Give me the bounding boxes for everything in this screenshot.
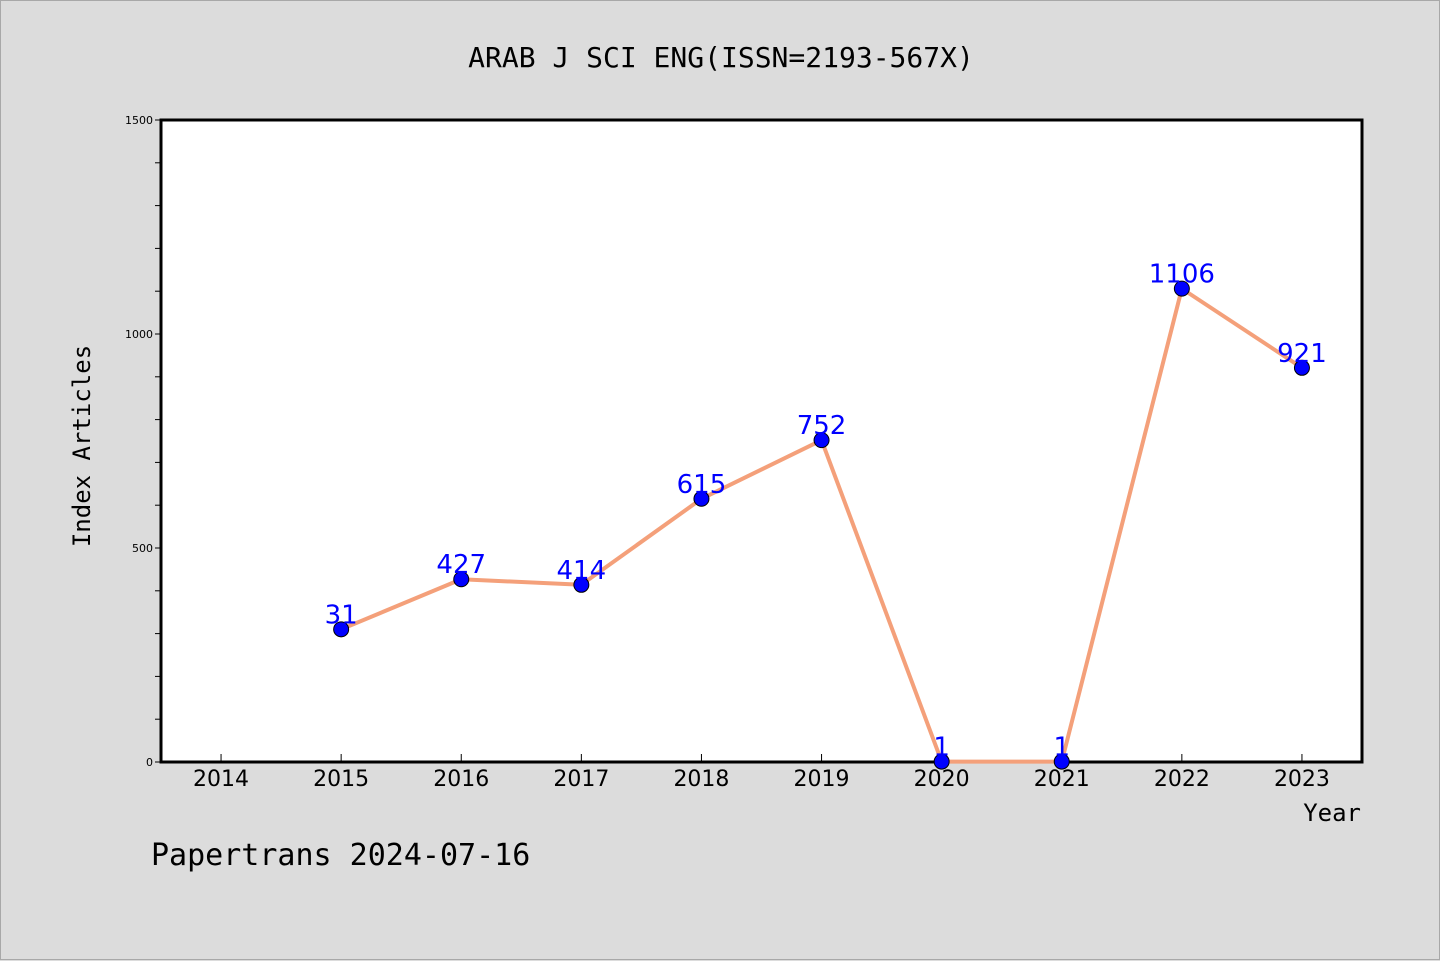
data-label: 414: [557, 556, 607, 586]
data-label: 752: [797, 411, 847, 441]
x-tick-label: 2015: [313, 767, 369, 792]
data-label: 1: [1053, 733, 1070, 763]
data-point: [453, 571, 470, 588]
data-labels: 31 427 414 615 752 1 1 1106 921: [325, 260, 1327, 763]
data-label: 615: [677, 470, 727, 500]
data-point: [813, 432, 830, 449]
x-tick-label: 2016: [433, 767, 489, 792]
data-point: [333, 621, 350, 638]
y-tick-label: 1500: [125, 114, 153, 127]
y-tick-label: 1000: [125, 328, 153, 341]
x-tick-label: 2021: [1034, 767, 1090, 792]
x-tick-label: 2023: [1274, 767, 1330, 792]
data-label: 921: [1277, 339, 1327, 369]
chart-title: ARAB J SCI ENG(ISSN=2193-567X): [468, 41, 974, 74]
data-point: [933, 753, 950, 770]
x-axis-title: Year: [1303, 799, 1361, 827]
data-label: 427: [436, 550, 486, 580]
data-points: [333, 280, 1310, 770]
y-tick-label: 500: [132, 542, 153, 555]
data-point: [693, 490, 710, 507]
x-tick-label: 2019: [794, 767, 850, 792]
footer-credit: Papertrans 2024-07-16: [151, 838, 530, 873]
x-tick-label: 2020: [914, 767, 970, 792]
data-point: [1293, 359, 1310, 376]
plot-area: [159, 118, 1364, 764]
data-label: 31: [325, 600, 358, 630]
x-tick-label: 2022: [1154, 767, 1210, 792]
x-axis: 2014 2015 2016 2017 2018 2019 2020 2021 2022 2023: [193, 754, 1330, 792]
data-label: 1106: [1149, 260, 1215, 290]
x-tick-label: 2018: [673, 767, 729, 792]
y-axis: 0 500 1000 1500: [125, 114, 161, 769]
x-tick-label: 2017: [553, 767, 609, 792]
y-tick-label: 0: [146, 756, 153, 769]
x-tick-label: 2014: [193, 767, 249, 792]
data-point: [1173, 280, 1190, 297]
y-axis-title: Index Articles: [68, 345, 96, 547]
data-point: [1053, 753, 1070, 770]
data-point: [573, 576, 590, 593]
data-label: 1: [933, 733, 950, 763]
